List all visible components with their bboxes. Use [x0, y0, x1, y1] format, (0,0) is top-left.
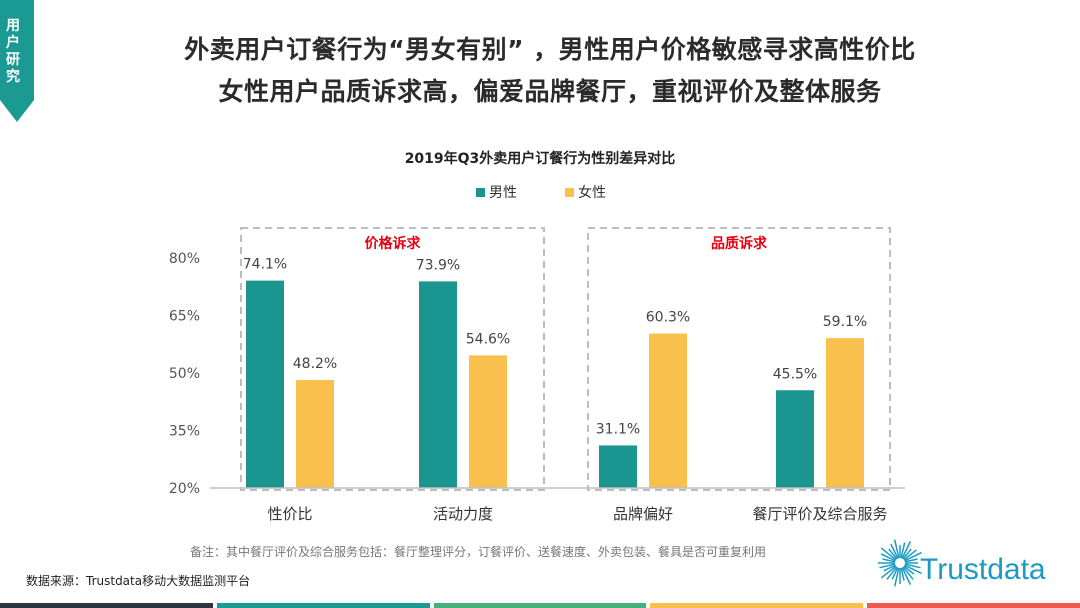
bar-male [246, 280, 284, 488]
headline-line-2: 女性用户品质诉求高，偏爱品牌餐厅，重视评价及整体服务 [218, 77, 882, 106]
x-tick-label: 活动力度 [433, 505, 493, 523]
trustdata-logo: Trustdata [878, 539, 1046, 587]
legend-label: 女性 [578, 184, 606, 201]
legend-label: 男性 [489, 185, 517, 201]
y-tick-label: 65% [169, 309, 200, 325]
logo-burst-icon [878, 539, 922, 587]
legend-swatch [476, 188, 485, 197]
data-label: 73.9% [416, 257, 460, 273]
bar-female [826, 338, 864, 488]
data-label: 45.5% [773, 366, 817, 382]
bar-female [649, 333, 687, 488]
chart-title: 2019年Q3外卖用户订餐行为性别差异对比 [404, 151, 676, 167]
bottom-bar-segment [867, 603, 1080, 608]
bottom-bar-segment [216, 603, 430, 608]
group-box [240, 227, 545, 491]
data-label: 54.6% [466, 331, 510, 347]
bar-female [296, 379, 334, 488]
group-box [587, 227, 891, 491]
data-label: 31.1% [596, 421, 640, 437]
footnote: 备注：其中餐厅评价及综合服务包括：餐厅整理评分，订餐评价、送餐速度、外卖包装、餐… [190, 545, 767, 559]
bottom-color-bar [0, 603, 1080, 608]
legend-swatch [565, 188, 574, 197]
x-tick-label: 餐厅评价及综合服务 [752, 505, 887, 523]
data-label: 60.3% [646, 310, 690, 326]
group-label: 品质诉求 [711, 235, 768, 252]
bar-male [599, 445, 637, 488]
logo-wordmark: Trustdata [920, 553, 1046, 586]
data-source: 数据来源：Trustdata移动大数据监测平台 [26, 574, 251, 588]
x-tick-label: 性价比 [267, 505, 312, 523]
data-label: 48.2% [293, 356, 337, 372]
bottom-bar-segment [433, 603, 647, 608]
bar-male [776, 390, 814, 488]
bar-female [469, 355, 507, 488]
corner-tag-label: 用户研究 [6, 18, 20, 85]
x-tick-label: 品牌偏好 [613, 505, 673, 523]
y-tick-label: 80% [169, 251, 200, 267]
data-label: 74.1% [243, 257, 287, 273]
data-label: 59.1% [823, 314, 867, 330]
bar-male [419, 281, 457, 488]
y-tick-label: 20% [169, 481, 200, 497]
bottom-bar-segment [0, 603, 213, 608]
group-label: 价格诉求 [365, 235, 422, 252]
y-tick-label: 50% [169, 366, 200, 382]
bottom-bar-segment [650, 603, 864, 608]
headline-line-1: 外卖用户订餐行为“男女有别” ，男性用户价格敏感寻求高性价比 [184, 35, 916, 64]
corner-tag: 用户研究 [0, 0, 34, 122]
y-tick-label: 35% [169, 424, 200, 440]
